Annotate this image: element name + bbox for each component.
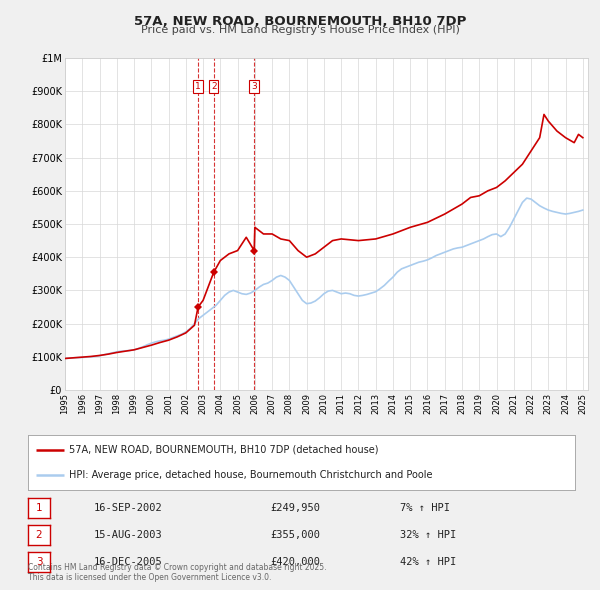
Text: 3: 3 [35, 557, 43, 567]
Text: 15-AUG-2003: 15-AUG-2003 [94, 530, 163, 540]
Text: 1: 1 [35, 503, 43, 513]
Text: £420,000: £420,000 [270, 557, 320, 567]
Text: 7% ↑ HPI: 7% ↑ HPI [400, 503, 450, 513]
Text: £355,000: £355,000 [270, 530, 320, 540]
Text: 16-SEP-2002: 16-SEP-2002 [94, 503, 163, 513]
Text: 3: 3 [251, 82, 257, 91]
Text: 57A, NEW ROAD, BOURNEMOUTH, BH10 7DP (detached house): 57A, NEW ROAD, BOURNEMOUTH, BH10 7DP (de… [69, 445, 379, 455]
Text: 32% ↑ HPI: 32% ↑ HPI [400, 530, 456, 540]
Text: Contains HM Land Registry data © Crown copyright and database right 2025.
This d: Contains HM Land Registry data © Crown c… [28, 563, 326, 582]
Text: 1: 1 [195, 82, 201, 91]
Text: 42% ↑ HPI: 42% ↑ HPI [400, 557, 456, 567]
Text: 2: 2 [35, 530, 43, 540]
Text: £249,950: £249,950 [270, 503, 320, 513]
Text: HPI: Average price, detached house, Bournemouth Christchurch and Poole: HPI: Average price, detached house, Bour… [69, 470, 433, 480]
Text: Price paid vs. HM Land Registry's House Price Index (HPI): Price paid vs. HM Land Registry's House … [140, 25, 460, 35]
Text: 16-DEC-2005: 16-DEC-2005 [94, 557, 163, 567]
Text: 57A, NEW ROAD, BOURNEMOUTH, BH10 7DP: 57A, NEW ROAD, BOURNEMOUTH, BH10 7DP [134, 15, 466, 28]
Text: 2: 2 [211, 82, 217, 91]
